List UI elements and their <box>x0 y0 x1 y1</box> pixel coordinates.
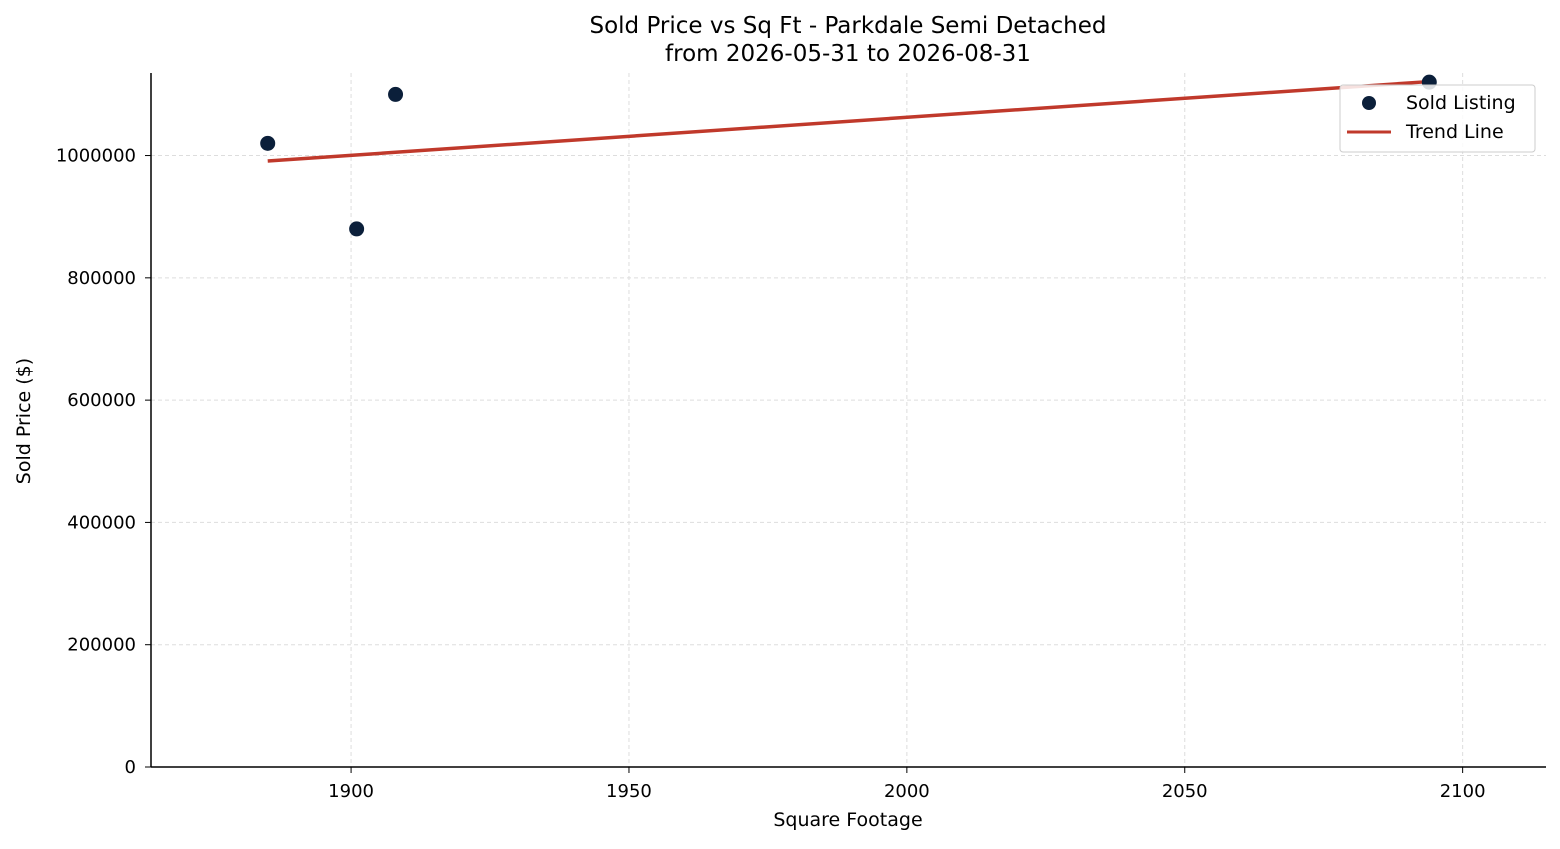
x-tick-label: 2050 <box>1162 781 1208 802</box>
plot-area <box>260 74 1437 237</box>
y-tick-label: 800000 <box>67 268 136 289</box>
x-axis-label: Square Footage <box>773 809 922 831</box>
legend-marker-sold-listing <box>1362 96 1376 110</box>
y-tick-label: 400000 <box>67 512 136 533</box>
y-tick-label: 0 <box>125 757 136 778</box>
y-tick-label: 600000 <box>67 390 136 411</box>
x-tick-label: 1900 <box>328 781 374 802</box>
data-point <box>349 221 365 237</box>
legend-frame <box>1339 84 1536 153</box>
legend-label-sold-listing: Sold Listing <box>1406 92 1516 114</box>
y-axis-label: Sold Price ($) <box>13 358 35 484</box>
trend-line <box>267 79 1430 163</box>
y-tick-label: 1000000 <box>56 146 136 167</box>
x-tick-label: 1950 <box>606 781 652 802</box>
chart-subtitle: from 2026-05-31 to 2026-08-31 <box>665 41 1031 67</box>
legend: Sold Listing Trend Line <box>1339 84 1536 153</box>
legend-label-trend-line: Trend Line <box>1405 121 1504 143</box>
x-tick-label: 2100 <box>1440 781 1486 802</box>
x-axis-ticks: 1900 1950 2000 2050 2100 <box>328 767 1486 802</box>
chart-title: Sold Price vs Sq Ft - Parkdale Semi Deta… <box>589 13 1106 39</box>
x-tick-label: 2000 <box>884 781 930 802</box>
y-tick-label: 200000 <box>67 635 136 656</box>
y-axis-ticks: 0 200000 400000 600000 800000 1000000 <box>56 146 151 778</box>
grid <box>151 73 1546 767</box>
axes <box>150 73 1546 768</box>
data-point <box>260 135 276 151</box>
data-point <box>388 86 404 102</box>
